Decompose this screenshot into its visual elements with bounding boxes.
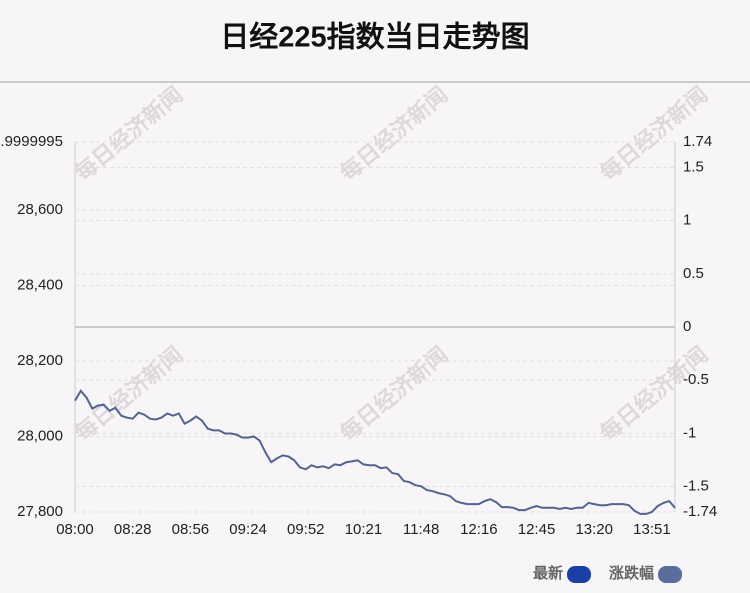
- y2-tick-label: 0.5: [683, 265, 704, 282]
- legend-label: 最新: [533, 564, 563, 582]
- y2-tick-label: 1: [683, 212, 691, 229]
- x-tick-label: 08:56: [172, 521, 210, 538]
- x-tick-label: 11:48: [403, 521, 439, 538]
- y-tick-label: 27,800: [17, 503, 63, 520]
- x-tick-label: 12:16: [460, 521, 498, 538]
- legend-label: 涨跌幅: [609, 564, 654, 582]
- x-tick-label: 13:20: [575, 521, 613, 538]
- y2-tick-label: 0: [683, 318, 691, 335]
- y2-tick-label: -1.5: [683, 477, 709, 494]
- y2-tick-label: -1: [683, 424, 696, 441]
- y2-tick-label: 1.5: [683, 158, 704, 175]
- x-tick-label: 08:28: [114, 521, 152, 538]
- x-tick-label: 09:24: [229, 521, 267, 538]
- line: [74, 389, 676, 515]
- y2-tick-label: -0.5: [683, 371, 709, 388]
- legend-swatch: [658, 566, 683, 583]
- y2-tick-label: -1.74: [683, 503, 717, 520]
- chart-title: 日经225指数当日走势图: [220, 20, 529, 54]
- y-tick-label: 28,400: [17, 276, 63, 293]
- y-tick-label: 28,200: [17, 352, 63, 369]
- y-tick-label: 28,600: [17, 201, 63, 218]
- y-tick-label: 28,000: [17, 427, 63, 444]
- x-tick-label: 10:21: [345, 521, 383, 538]
- y-tick-label: 28,779.9999995: [0, 133, 63, 150]
- x-tick-label: 09:52: [287, 521, 325, 538]
- legend-swatch: [567, 566, 592, 583]
- y2-tick-label: 1.74: [683, 133, 712, 150]
- x-tick-label: 12:45: [518, 521, 556, 538]
- x-tick-label: 13:51: [633, 521, 671, 538]
- x-tick-label: 08:00: [56, 521, 94, 538]
